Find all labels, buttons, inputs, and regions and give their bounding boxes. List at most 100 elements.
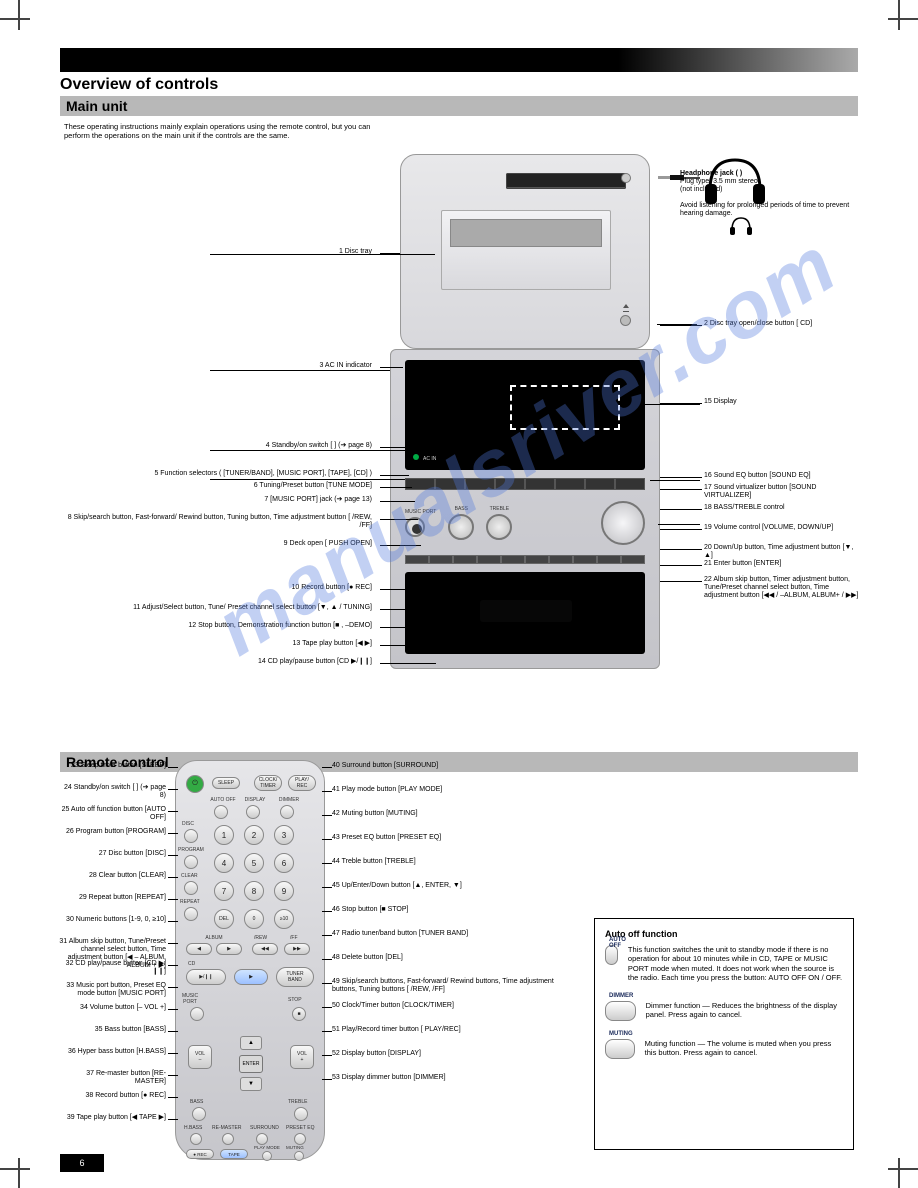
leader-line — [380, 589, 424, 590]
remote-callout-right: 48 Delete button [DEL] — [332, 954, 572, 962]
leader-line — [660, 489, 702, 490]
volume-knob — [601, 501, 645, 545]
ff-button: ▶▶ — [284, 943, 310, 955]
tuning-up-button — [525, 555, 549, 564]
remote-callout-left: 34 Volume button [– VOL +] — [56, 1004, 166, 1012]
auto-off-button — [214, 805, 228, 819]
num-6-button: 6 — [274, 853, 294, 873]
leader-line — [168, 943, 178, 944]
remote-callout-left: 39 Tape play button [◀ TAPE ▶] — [56, 1114, 166, 1122]
tape-button — [495, 478, 525, 490]
treble-knob — [486, 514, 512, 540]
num-2-button: 2 — [244, 825, 264, 845]
treble-button — [294, 1107, 308, 1121]
up-arrow-button: ▲ — [240, 1036, 262, 1050]
main-callout-right: 19 Volume control [VOLUME, DOWN/UP] — [704, 524, 864, 532]
crop-mark — [898, 0, 900, 30]
section-main-unit-title: Main unit — [66, 98, 127, 114]
vol-down-button: VOL – — [188, 1045, 212, 1069]
remote-callout-left: 27 Disc button [DISC] — [56, 850, 166, 858]
crop-mark — [18, 1158, 20, 1188]
main-callout-left: 10 Record button [● REC] — [60, 584, 380, 592]
page-title: Overview of controls — [60, 72, 858, 96]
num-4-button: 4 — [214, 853, 234, 873]
leader-line — [210, 370, 390, 371]
leader-line — [322, 1055, 332, 1056]
leader-line — [322, 791, 332, 792]
eject-icon — [623, 308, 629, 312]
main-callout-left: 11 Adjust/Select button, Tune/ Preset ch… — [60, 604, 380, 612]
leader-line — [322, 959, 332, 960]
remote-callout-right: 43 Preset EQ button [PRESET EQ] — [332, 834, 572, 842]
display-button — [246, 805, 260, 819]
remote-callout-left: 38 Record button [● REC] — [56, 1092, 166, 1100]
function-box-title: Auto off function — [605, 929, 843, 939]
crop-mark — [18, 0, 20, 30]
tuning-down-button — [429, 555, 453, 564]
enter-button — [597, 555, 621, 564]
leader-line — [322, 887, 332, 888]
remaster-label: RE-MASTER — [212, 1125, 241, 1131]
leader-line — [322, 1079, 332, 1080]
leader-line — [168, 1097, 178, 1098]
standby-on-button — [405, 478, 435, 490]
intro-text: These operating instructions mainly expl… — [60, 116, 390, 144]
function-box-text: Dimmer function — Reduces the brightness… — [646, 1001, 843, 1020]
leader-line — [322, 983, 332, 984]
down-arrow-button: ▼ — [240, 1077, 262, 1091]
crop-mark — [888, 18, 918, 20]
tape-play-button — [477, 555, 501, 564]
remote-callout-right: 45 Up/Enter/Down button [▲, ENTER, ▼] — [332, 882, 572, 890]
down-button — [549, 555, 573, 564]
play-rec-timer-button: PLAY/ REC — [288, 775, 316, 791]
function-box-button-illustration: AUTO OFF — [605, 945, 618, 965]
vol-up-button: VOL + — [290, 1045, 314, 1069]
up-button — [573, 555, 597, 564]
bass-label: BASS — [190, 1099, 203, 1105]
remote-control: ⏻ SLEEP CLOCK/ TIMER PLAY/ REC AUTO OFF … — [175, 760, 325, 1160]
top-module — [400, 154, 650, 349]
play-mode-label: PLAY MODE — [254, 1145, 280, 1150]
main-callout-left: 7 [MUSIC PORT] jack (➔ page 13) — [60, 496, 380, 504]
ac-in-indicator — [413, 454, 419, 460]
rew-button: ◀◀ — [252, 943, 278, 955]
leader-line — [380, 627, 430, 628]
leader-line — [380, 487, 412, 488]
remote-callout-right: 41 Play mode button [PLAY MODE] — [332, 786, 572, 794]
leader-line — [168, 1119, 178, 1120]
main-callout-left: 4 Standby/on switch [ ] (➔ page 8) — [60, 442, 380, 450]
num-3-button: 3 — [274, 825, 294, 845]
leader-line — [322, 863, 332, 864]
treble-knob-label: TREBLE — [486, 506, 512, 512]
remote-callout-left: 32 CD play/pause button [CD ▶/❙❙] — [56, 960, 166, 976]
stop-demo-button — [453, 555, 477, 564]
sleep-button: SLEEP — [212, 777, 240, 789]
main-callout-right: 20 Down/Up button, Time adjustment butto… — [704, 544, 864, 560]
dimmer-label: DIMMER — [274, 797, 304, 803]
play-mode-button — [262, 1151, 272, 1161]
knob-row: MUSIC PORT BASS TREBLE — [405, 500, 645, 546]
album-label: ALBUM — [194, 935, 234, 941]
d-pad: ▲ ▼ ENTER — [216, 1036, 286, 1091]
leader-line — [168, 965, 178, 966]
leader-line — [168, 987, 178, 988]
bass-knob — [448, 514, 474, 540]
surround-button — [256, 1133, 268, 1145]
leader-line — [380, 519, 418, 520]
main-unit-diagram: AC IN MUSIC PORT BASS — [60, 144, 858, 744]
transport-button-row — [405, 555, 645, 567]
bottom-module: AC IN MUSIC PORT BASS — [390, 349, 660, 669]
disc-button — [184, 829, 198, 843]
main-callout-left: 6 Tuning/Preset button [TUNE MODE] — [60, 482, 380, 490]
rec-button — [405, 555, 429, 564]
remote-callout-left: 28 Clear button [CLEAR] — [56, 872, 166, 880]
num-9-button: 9 — [274, 881, 294, 901]
remote-callout-right: 49 Skip/search buttons, Fast-forward/ Re… — [332, 978, 572, 994]
leader-line — [168, 877, 178, 878]
ac-in-label: AC IN — [423, 456, 436, 462]
remote-callout-right: 44 Treble button [TREBLE] — [332, 858, 572, 866]
leader-line — [168, 767, 178, 768]
function-selector-row — [405, 478, 645, 492]
main-callout-left: 9 Deck open [ PUSH OPEN] — [60, 540, 380, 548]
function-box-text: This function switches the unit to stand… — [628, 945, 843, 983]
